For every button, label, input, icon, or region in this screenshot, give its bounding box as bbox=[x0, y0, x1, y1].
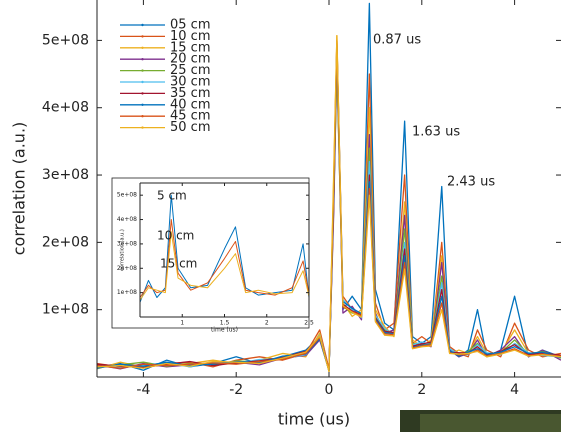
legend-marker bbox=[141, 92, 144, 95]
series-line bbox=[97, 2, 561, 371]
x-tick-label: 2 bbox=[265, 320, 269, 327]
x-axis-label: time (us) bbox=[211, 327, 238, 334]
legend-label: 40 cm bbox=[170, 97, 211, 112]
y-tick-label: 3e+08 bbox=[117, 240, 137, 247]
x-tick-label: -4 bbox=[136, 382, 150, 398]
annotation: 2.43 us bbox=[447, 175, 495, 190]
series-group bbox=[97, 2, 561, 373]
x-tick-label: 0 bbox=[325, 382, 334, 398]
x-tick-label: 4 bbox=[510, 382, 519, 398]
photo-fragment bbox=[420, 414, 561, 432]
x-tick-label: 2 bbox=[417, 382, 426, 398]
legend-marker bbox=[141, 23, 144, 27]
inset-background bbox=[111, 177, 310, 329]
x-tick-label: 1 bbox=[180, 320, 184, 327]
series-line bbox=[97, 35, 561, 373]
y-tick-label: 4e+08 bbox=[117, 216, 137, 223]
legend-marker bbox=[141, 35, 144, 38]
x-tick-label: -2 bbox=[229, 382, 243, 398]
series-group bbox=[140, 194, 309, 303]
legend-marker bbox=[141, 126, 144, 129]
legend-marker bbox=[141, 69, 144, 72]
series-line bbox=[140, 231, 309, 301]
x-tick-label: 2.5 bbox=[304, 320, 314, 327]
legend-label: 45 cm bbox=[170, 109, 211, 124]
y-tick-label: 5e+08 bbox=[42, 32, 89, 48]
annotation: 15 cm bbox=[160, 257, 197, 271]
legend-label: 30 cm bbox=[170, 75, 211, 90]
legend-label: 05 cm bbox=[170, 18, 211, 33]
y-axis-label: correlation (a.u.) bbox=[10, 122, 29, 256]
x-tick-label: 1.5 bbox=[220, 320, 230, 327]
legend-label: 20 cm bbox=[170, 52, 211, 67]
legend-marker bbox=[141, 46, 144, 49]
y-tick-label: 3e+08 bbox=[42, 167, 89, 183]
legend-marker bbox=[141, 103, 144, 107]
legend-marker bbox=[141, 58, 144, 61]
y-tick-label: 5e+08 bbox=[117, 192, 137, 199]
legend-label: 10 cm bbox=[170, 29, 211, 44]
annotation: 10 cm bbox=[157, 229, 194, 243]
legend-label: 50 cm bbox=[170, 120, 211, 135]
annotation: 1.63 us bbox=[412, 125, 460, 140]
x-axis-label: time (us) bbox=[278, 410, 350, 429]
legend-label: 35 cm bbox=[170, 86, 211, 101]
legend-label: 25 cm bbox=[170, 63, 211, 78]
legend-label: 15 cm bbox=[170, 40, 211, 55]
y-tick-label: 1e+08 bbox=[117, 289, 137, 296]
y-tick-label: 1e+08 bbox=[42, 302, 89, 318]
legend-marker bbox=[141, 80, 144, 84]
y-axis-label: correlation (a.u.) bbox=[120, 229, 126, 271]
y-tick-label: 4e+08 bbox=[42, 100, 89, 116]
annotation: 0.87 us bbox=[373, 33, 421, 48]
y-tick-label: 2e+08 bbox=[117, 265, 137, 272]
y-tick-label: 2e+08 bbox=[42, 234, 89, 250]
annotation: 5 cm bbox=[157, 189, 187, 203]
legend-marker bbox=[141, 115, 144, 118]
